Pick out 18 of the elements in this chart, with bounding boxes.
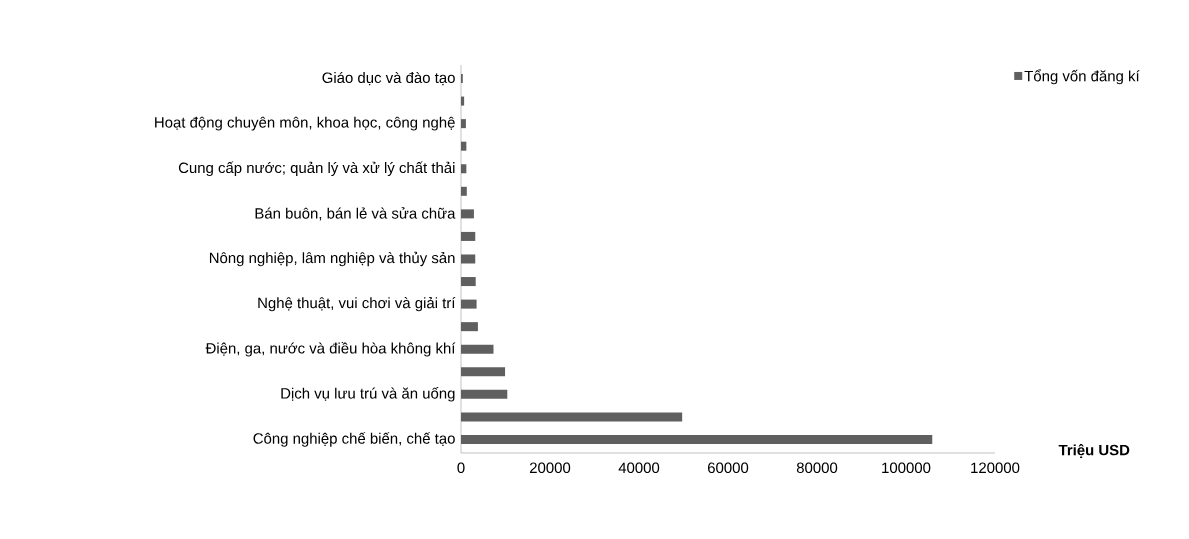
y-tick-label: Hoạt động chuyên môn, khoa học, công nghệ bbox=[155, 116, 455, 131]
y-tick-label: Giáo dục và đào tạo bbox=[322, 71, 455, 86]
x-tick-label: 120000 bbox=[971, 462, 1020, 474]
y-tick-label: Điện, ga, nước và điều hòa không khí bbox=[205, 341, 456, 357]
x-tick-label: 40000 bbox=[618, 462, 660, 474]
x-axis-title: Triệu USD bbox=[1058, 444, 1130, 458]
y-tick-label: Cung cấp nước; quản lý và xử lý chất thải bbox=[178, 161, 455, 177]
x-tick-label: 100000 bbox=[882, 462, 931, 474]
x-tick-label: 20000 bbox=[529, 462, 571, 474]
y-tick-label: Nghệ thuật, vui chơi và giải trí bbox=[258, 296, 456, 312]
x-tick-label: 80000 bbox=[796, 462, 838, 474]
x-tick-label: 0 bbox=[457, 462, 465, 474]
x-tick-label: 60000 bbox=[708, 462, 749, 474]
y-tick-label: Nông nghiệp, lâm nghiệp và thủy sản bbox=[209, 251, 455, 267]
y-tick-label: Dịch vụ lưu trú và ăn uống bbox=[281, 387, 455, 402]
legend-label: Tổng vốn đăng kí bbox=[1024, 69, 1140, 85]
y-tick-label: Công nghiệp chế biến, chế tạo bbox=[253, 432, 455, 447]
y-tick-label: Bán buôn, bán lẻ và sửa chữa bbox=[255, 207, 456, 221]
